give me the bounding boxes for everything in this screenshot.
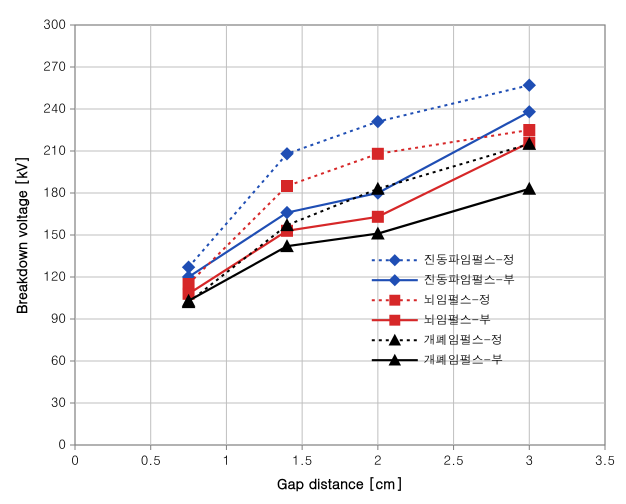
- svg-text:120: 120: [43, 266, 66, 285]
- svg-text:60: 60: [51, 350, 66, 369]
- svg-text:210: 210: [43, 140, 66, 159]
- chart-container: 0 30 60 90 120 150 180 210 240 270 300 0 0.5 1 1.5 2 2.5…: [0, 0, 626, 504]
- y-axis-label: Breakdown voltage [kV]: [11, 156, 31, 314]
- line-chart: 0 30 60 90 120 150 180 210 240 270 300 0 0.5 1 1.5 2 2.5…: [0, 0, 626, 504]
- svg-text:270: 270: [43, 56, 66, 75]
- svg-text:90: 90: [51, 308, 66, 327]
- legend-label-5: 개폐임펄스-부: [424, 351, 503, 368]
- svg-text:3: 3: [525, 450, 533, 469]
- svg-text:2.5: 2.5: [444, 450, 464, 469]
- svg-text:0: 0: [71, 450, 79, 469]
- svg-text:1: 1: [223, 450, 231, 469]
- svg-text:150: 150: [43, 224, 66, 243]
- svg-text:180: 180: [43, 182, 66, 201]
- svg-text:300: 300: [43, 14, 66, 33]
- svg-text:0.5: 0.5: [141, 450, 161, 469]
- svg-text:1.5: 1.5: [292, 450, 312, 469]
- svg-text:0: 0: [58, 434, 66, 453]
- legend-label-2: 뇌임펄스-정: [424, 291, 491, 308]
- legend-label-0: 진동파임펄스-정: [424, 251, 515, 268]
- legend-label-3: 뇌임펄스-부: [424, 311, 491, 328]
- svg-text:2: 2: [374, 450, 382, 469]
- svg-text:30: 30: [51, 392, 66, 411]
- svg-text:3.5: 3.5: [595, 450, 615, 469]
- x-axis-label: Gap distance [cm]: [277, 473, 403, 493]
- legend-label-1: 진동파임펄스-부: [424, 271, 515, 288]
- legend-label-4: 개폐임펄스-정: [424, 331, 503, 348]
- svg-text:240: 240: [43, 98, 66, 117]
